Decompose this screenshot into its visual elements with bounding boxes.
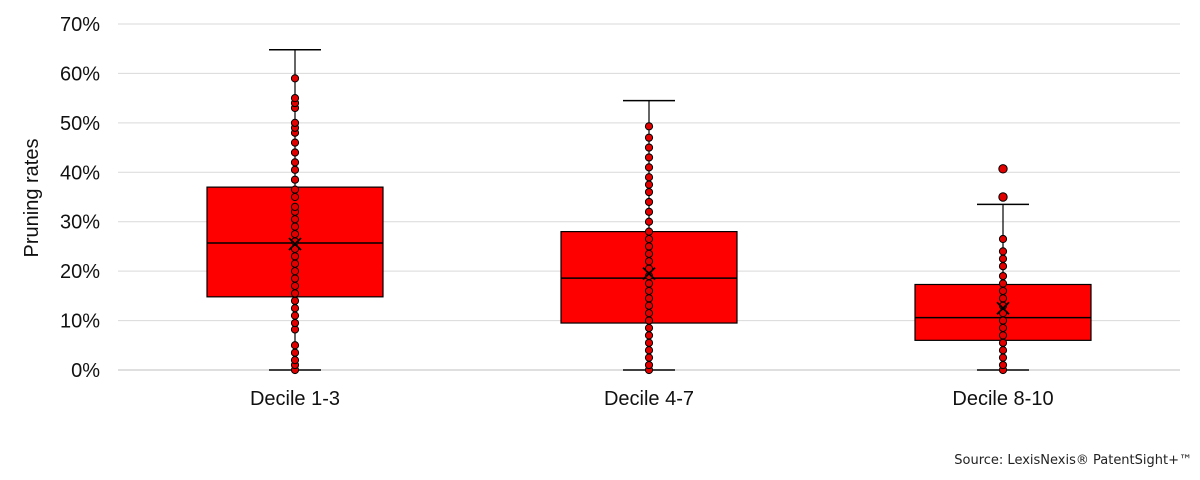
data-point (290, 311, 300, 320)
data-point (644, 323, 654, 333)
data-point (644, 173, 654, 182)
data-point (644, 279, 654, 288)
data-point (290, 148, 300, 157)
box-group (914, 164, 1092, 375)
data-point (998, 294, 1008, 303)
data-point (998, 254, 1008, 263)
data-point (290, 118, 300, 127)
data-point (644, 316, 654, 325)
data-point (290, 74, 300, 83)
data-point (290, 356, 300, 365)
data-point (644, 301, 654, 310)
data-point (290, 289, 300, 298)
data-point (998, 331, 1008, 340)
data-point (290, 318, 300, 328)
data-point (644, 257, 654, 266)
box-series (206, 48, 1092, 375)
data-point (998, 338, 1008, 347)
data-point (644, 234, 654, 244)
data-point (998, 323, 1008, 333)
mean-marker (996, 301, 1010, 315)
box-group (560, 99, 738, 375)
data-point (290, 222, 300, 231)
data-point (644, 331, 654, 340)
box-plot-chart: 0% 10% 20% 30% 40% 50% 60% 70% Pruning rates De… (21, 14, 1180, 410)
data-point (644, 207, 654, 216)
mean-marker (642, 266, 656, 281)
data-point (644, 187, 654, 197)
data-point (644, 309, 654, 318)
y-tick-label: 40% (60, 162, 100, 184)
data-point (644, 353, 654, 362)
data-point (290, 192, 300, 202)
data-point (290, 229, 300, 239)
data-point (644, 346, 654, 355)
x-category-label: Decile 1-3 (250, 388, 340, 410)
data-point (998, 262, 1008, 271)
data-point (290, 158, 300, 167)
data-point (644, 242, 654, 251)
data-point (998, 286, 1008, 296)
y-tick-label: 10% (60, 311, 100, 333)
data-point (290, 185, 300, 194)
data-point (290, 281, 300, 291)
y-tick-label: 30% (60, 212, 100, 234)
data-point (290, 348, 300, 357)
data-point (290, 94, 300, 103)
y-axis-ticks: 0% 10% 20% 30% 40% 50% 60% 70% (60, 14, 100, 382)
data-point (644, 197, 654, 207)
data-point (290, 252, 300, 261)
data-point (644, 122, 654, 131)
y-axis-title: Pruning rates (21, 139, 43, 258)
source-note: Source: LexisNexis® PatentSight+™ (954, 453, 1192, 468)
y-tick-label: 60% (60, 63, 100, 85)
data-point (998, 271, 1008, 281)
data-point (998, 279, 1008, 288)
y-tick-label: 20% (60, 261, 100, 283)
data-point (644, 143, 654, 152)
data-point (998, 353, 1008, 362)
data-point (644, 153, 654, 162)
data-point (644, 294, 654, 303)
x-axis-categories: Decile 1-3 Decile 4-7 Decile 8-10 (250, 388, 1054, 410)
data-point (290, 165, 300, 174)
data-point (644, 133, 654, 142)
mean-marker (288, 237, 302, 251)
data-point (290, 175, 300, 184)
data-point (290, 296, 300, 305)
y-tick-label: 50% (60, 113, 100, 135)
data-point (290, 274, 300, 283)
data-point (290, 202, 300, 211)
data-point (290, 215, 300, 224)
data-point (644, 163, 654, 172)
y-tick-label: 70% (60, 14, 100, 36)
data-point (998, 316, 1008, 325)
data-point (290, 138, 300, 147)
x-category-label: Decile 8-10 (952, 388, 1053, 410)
data-point (998, 360, 1008, 370)
data-point (998, 346, 1008, 355)
box-group (206, 48, 384, 375)
data-point (644, 217, 654, 226)
data-point (644, 180, 654, 189)
data-point (644, 360, 654, 370)
data-point (644, 249, 654, 258)
x-category-label: Decile 4-7 (604, 388, 694, 410)
data-point (290, 341, 300, 350)
data-point (998, 247, 1008, 256)
data-point (998, 234, 1008, 244)
data-point (290, 304, 300, 313)
data-point (644, 227, 654, 236)
data-point (290, 267, 300, 276)
data-point (644, 286, 654, 296)
y-tick-label: 0% (71, 360, 100, 382)
outlier-point (998, 164, 1008, 174)
data-point (290, 259, 300, 268)
data-point (644, 338, 654, 347)
outlier-point (998, 192, 1008, 202)
